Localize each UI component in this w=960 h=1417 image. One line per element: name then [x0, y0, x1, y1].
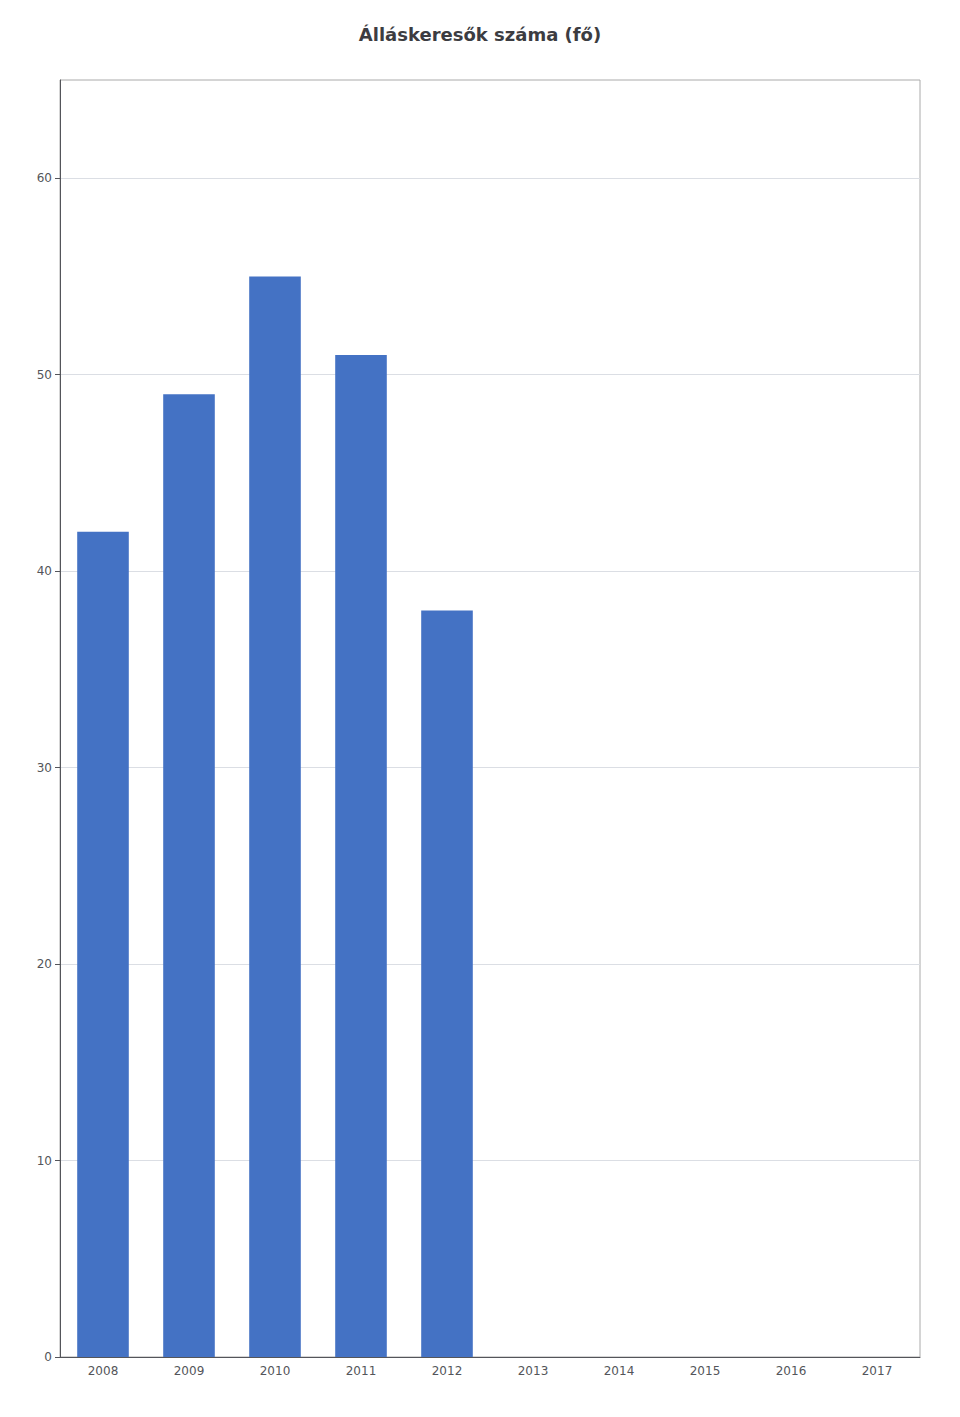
svg-text:40: 40: [37, 564, 52, 578]
svg-text:2010: 2010: [260, 1364, 291, 1378]
svg-text:50: 50: [37, 368, 52, 382]
svg-text:60: 60: [37, 171, 52, 185]
svg-text:2015: 2015: [690, 1364, 721, 1378]
svg-text:2009: 2009: [174, 1364, 205, 1378]
svg-text:2016: 2016: [776, 1364, 807, 1378]
svg-text:Álláskeresők száma (fő): Álláskeresők száma (fő): [359, 24, 601, 45]
svg-text:30: 30: [37, 761, 52, 775]
svg-text:2017: 2017: [862, 1364, 893, 1378]
svg-text:20: 20: [37, 957, 52, 971]
svg-text:2012: 2012: [432, 1364, 463, 1378]
svg-text:10: 10: [37, 1154, 52, 1168]
svg-text:2014: 2014: [604, 1364, 635, 1378]
svg-text:0: 0: [44, 1350, 52, 1364]
svg-text:2011: 2011: [346, 1364, 377, 1378]
svg-text:2008: 2008: [88, 1364, 119, 1378]
svg-text:2013: 2013: [518, 1364, 549, 1378]
